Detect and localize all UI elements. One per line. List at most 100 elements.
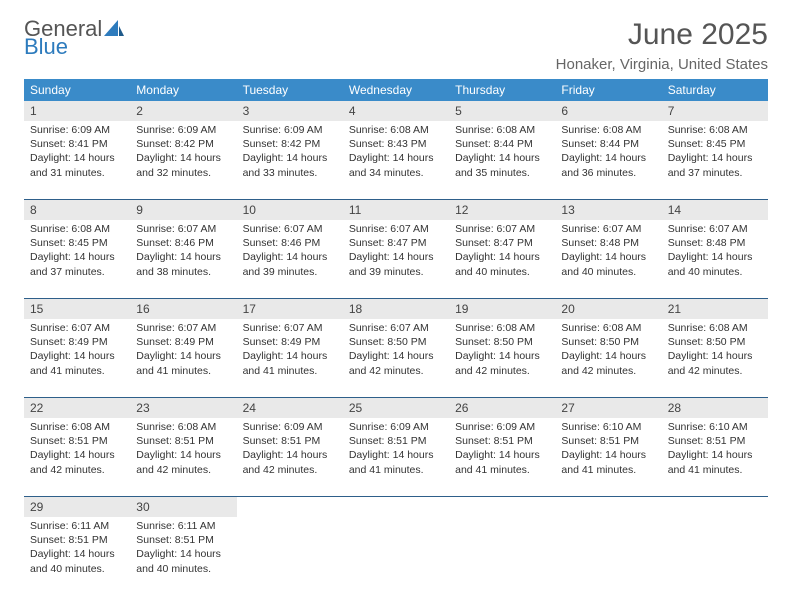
- week-row: Sunrise: 6:08 AMSunset: 8:45 PMDaylight:…: [24, 220, 768, 299]
- day-number: 9: [130, 200, 236, 220]
- day-number: 14: [662, 200, 768, 220]
- daylight-text: Daylight: 14 hours and 39 minutes.: [243, 250, 337, 278]
- week-row: Sunrise: 6:09 AMSunset: 8:41 PMDaylight:…: [24, 121, 768, 200]
- logo: General Blue: [24, 18, 124, 58]
- sunset-text: Sunset: 8:45 PM: [30, 236, 124, 250]
- day-number: 8: [24, 200, 130, 220]
- daylight-text: Daylight: 14 hours and 40 minutes.: [455, 250, 549, 278]
- day-cell: Sunrise: 6:08 AMSunset: 8:43 PMDaylight:…: [343, 121, 449, 199]
- sunset-text: Sunset: 8:51 PM: [561, 434, 655, 448]
- sunset-text: Sunset: 8:50 PM: [561, 335, 655, 349]
- day-number: 12: [449, 200, 555, 220]
- day-number: 27: [555, 398, 661, 418]
- sunset-text: Sunset: 8:48 PM: [668, 236, 762, 250]
- daylight-text: Daylight: 14 hours and 42 minutes.: [30, 448, 124, 476]
- daylight-text: Daylight: 14 hours and 41 minutes.: [455, 448, 549, 476]
- week-row: Sunrise: 6:08 AMSunset: 8:51 PMDaylight:…: [24, 418, 768, 497]
- sunrise-text: Sunrise: 6:07 AM: [136, 321, 230, 335]
- day-number-row: 1234567: [24, 101, 768, 121]
- weekday-header: Friday: [555, 79, 661, 101]
- sunset-text: Sunset: 8:42 PM: [243, 137, 337, 151]
- day-number: [555, 497, 661, 517]
- daylight-text: Daylight: 14 hours and 36 minutes.: [561, 151, 655, 179]
- location-text: Honaker, Virginia, United States: [556, 56, 768, 73]
- calendar-body: 1234567Sunrise: 6:09 AMSunset: 8:41 PMDa…: [24, 101, 768, 595]
- day-cell: Sunrise: 6:09 AMSunset: 8:51 PMDaylight:…: [449, 418, 555, 496]
- sunrise-text: Sunrise: 6:07 AM: [349, 321, 443, 335]
- sunset-text: Sunset: 8:49 PM: [30, 335, 124, 349]
- day-number: 5: [449, 101, 555, 121]
- day-cell: Sunrise: 6:07 AMSunset: 8:49 PMDaylight:…: [130, 319, 236, 397]
- day-number: 15: [24, 299, 130, 319]
- sunrise-text: Sunrise: 6:11 AM: [30, 519, 124, 533]
- daylight-text: Daylight: 14 hours and 40 minutes.: [561, 250, 655, 278]
- day-cell: Sunrise: 6:08 AMSunset: 8:50 PMDaylight:…: [555, 319, 661, 397]
- daylight-text: Daylight: 14 hours and 40 minutes.: [136, 547, 230, 575]
- sunset-text: Sunset: 8:51 PM: [668, 434, 762, 448]
- sunrise-text: Sunrise: 6:08 AM: [668, 321, 762, 335]
- title-block: June 2025 Honaker, Virginia, United Stat…: [556, 18, 768, 73]
- sunset-text: Sunset: 8:50 PM: [349, 335, 443, 349]
- sunrise-text: Sunrise: 6:09 AM: [30, 123, 124, 137]
- daylight-text: Daylight: 14 hours and 42 minutes.: [349, 349, 443, 377]
- header: General Blue June 2025 Honaker, Virginia…: [24, 18, 768, 73]
- day-cell: Sunrise: 6:11 AMSunset: 8:51 PMDaylight:…: [24, 517, 130, 595]
- day-cell: Sunrise: 6:08 AMSunset: 8:50 PMDaylight:…: [662, 319, 768, 397]
- sunset-text: Sunset: 8:51 PM: [349, 434, 443, 448]
- sunset-text: Sunset: 8:44 PM: [455, 137, 549, 151]
- day-cell: Sunrise: 6:07 AMSunset: 8:50 PMDaylight:…: [343, 319, 449, 397]
- sunrise-text: Sunrise: 6:09 AM: [455, 420, 549, 434]
- weekday-header: Monday: [130, 79, 236, 101]
- sunset-text: Sunset: 8:41 PM: [30, 137, 124, 151]
- sunrise-text: Sunrise: 6:08 AM: [455, 321, 549, 335]
- sunset-text: Sunset: 8:44 PM: [561, 137, 655, 151]
- day-cell: Sunrise: 6:07 AMSunset: 8:46 PMDaylight:…: [130, 220, 236, 298]
- day-number: 3: [237, 101, 343, 121]
- day-cell: Sunrise: 6:07 AMSunset: 8:48 PMDaylight:…: [662, 220, 768, 298]
- weekday-header: Saturday: [662, 79, 768, 101]
- sunrise-text: Sunrise: 6:08 AM: [561, 321, 655, 335]
- sunrise-text: Sunrise: 6:07 AM: [668, 222, 762, 236]
- sunrise-text: Sunrise: 6:08 AM: [668, 123, 762, 137]
- week-row: Sunrise: 6:11 AMSunset: 8:51 PMDaylight:…: [24, 517, 768, 595]
- day-number: [343, 497, 449, 517]
- day-cell: Sunrise: 6:08 AMSunset: 8:50 PMDaylight:…: [449, 319, 555, 397]
- day-cell: [237, 517, 343, 595]
- day-number: 29: [24, 497, 130, 517]
- sunrise-text: Sunrise: 6:07 AM: [561, 222, 655, 236]
- day-number: [662, 497, 768, 517]
- day-number: [237, 497, 343, 517]
- day-cell: Sunrise: 6:08 AMSunset: 8:45 PMDaylight:…: [24, 220, 130, 298]
- daylight-text: Daylight: 14 hours and 41 minutes.: [30, 349, 124, 377]
- sunset-text: Sunset: 8:46 PM: [136, 236, 230, 250]
- daylight-text: Daylight: 14 hours and 42 minutes.: [243, 448, 337, 476]
- day-number: [449, 497, 555, 517]
- sunrise-text: Sunrise: 6:07 AM: [243, 321, 337, 335]
- sunrise-text: Sunrise: 6:08 AM: [561, 123, 655, 137]
- sunset-text: Sunset: 8:48 PM: [561, 236, 655, 250]
- day-cell: Sunrise: 6:09 AMSunset: 8:42 PMDaylight:…: [130, 121, 236, 199]
- daylight-text: Daylight: 14 hours and 38 minutes.: [136, 250, 230, 278]
- daylight-text: Daylight: 14 hours and 40 minutes.: [668, 250, 762, 278]
- daylight-text: Daylight: 14 hours and 42 minutes.: [668, 349, 762, 377]
- day-cell: Sunrise: 6:07 AMSunset: 8:48 PMDaylight:…: [555, 220, 661, 298]
- sunrise-text: Sunrise: 6:09 AM: [243, 123, 337, 137]
- daylight-text: Daylight: 14 hours and 41 minutes.: [349, 448, 443, 476]
- sunset-text: Sunset: 8:45 PM: [668, 137, 762, 151]
- sunset-text: Sunset: 8:51 PM: [136, 434, 230, 448]
- sunrise-text: Sunrise: 6:09 AM: [136, 123, 230, 137]
- sunset-text: Sunset: 8:50 PM: [455, 335, 549, 349]
- day-number-row: 891011121314: [24, 200, 768, 220]
- daylight-text: Daylight: 14 hours and 41 minutes.: [561, 448, 655, 476]
- day-number: 11: [343, 200, 449, 220]
- sunset-text: Sunset: 8:51 PM: [243, 434, 337, 448]
- day-number: 10: [237, 200, 343, 220]
- day-number: 19: [449, 299, 555, 319]
- day-number: 23: [130, 398, 236, 418]
- sunset-text: Sunset: 8:49 PM: [136, 335, 230, 349]
- daylight-text: Daylight: 14 hours and 40 minutes.: [30, 547, 124, 575]
- day-number: 22: [24, 398, 130, 418]
- day-number: 7: [662, 101, 768, 121]
- sunset-text: Sunset: 8:43 PM: [349, 137, 443, 151]
- day-cell: Sunrise: 6:07 AMSunset: 8:46 PMDaylight:…: [237, 220, 343, 298]
